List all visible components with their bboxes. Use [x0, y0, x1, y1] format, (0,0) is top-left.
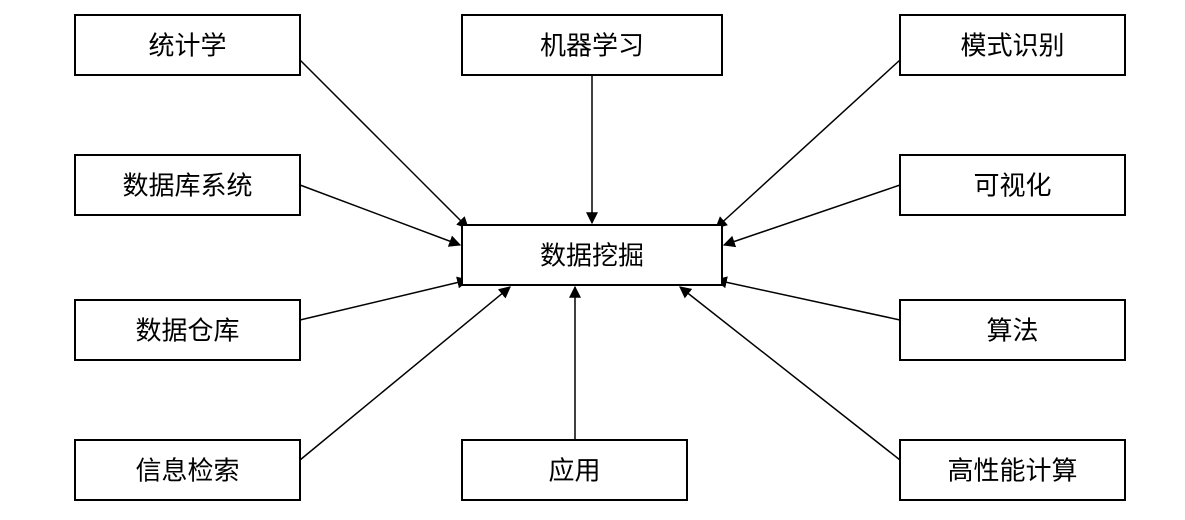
node-label-n5: 应用 [548, 457, 600, 486]
node-label-n6: 模式识别 [960, 32, 1064, 61]
node-n7: 可视化 [900, 155, 1125, 215]
node-n2: 数据仓库 [75, 300, 300, 360]
node-label-n0: 统计学 [148, 32, 226, 61]
edge-n2-to-center [300, 280, 468, 320]
node-n1: 数据库系统 [75, 155, 300, 215]
node-n8: 算法 [900, 300, 1125, 360]
node-label-n1: 数据库系统 [122, 172, 252, 201]
node-label-n3: 信息检索 [135, 457, 239, 486]
edge-n0-to-center [300, 60, 468, 228]
edge-n6-to-center [716, 60, 900, 228]
node-label-n4: 机器学习 [540, 32, 644, 61]
node-label-center: 数据挖掘 [540, 242, 644, 271]
node-n5: 应用 [462, 440, 687, 500]
edge-n1-to-center [300, 185, 460, 245]
node-center: 数据挖掘 [462, 225, 722, 285]
nodes-layer: 数据挖掘 统计学数据库系统数据仓库信息检索 机器学习应用 模式识别可视化算法高性能计算 [75, 15, 1125, 500]
node-n9: 高性能计算 [900, 440, 1125, 500]
node-n0: 统计学 [75, 15, 300, 75]
edge-n8-to-center [716, 280, 900, 320]
node-n6: 模式识别 [900, 15, 1125, 75]
node-label-n7: 可视化 [973, 172, 1051, 201]
edge-n7-to-center [724, 185, 900, 245]
node-label-n2: 数据仓库 [135, 317, 239, 346]
node-label-n9: 高性能计算 [947, 457, 1077, 486]
node-n4: 机器学习 [462, 15, 722, 75]
node-n3: 信息检索 [75, 440, 300, 500]
diagram-canvas: 数据挖掘 统计学数据库系统数据仓库信息检索 机器学习应用 模式识别可视化算法高性能计算 [0, 0, 1185, 520]
node-label-n8: 算法 [986, 317, 1038, 346]
